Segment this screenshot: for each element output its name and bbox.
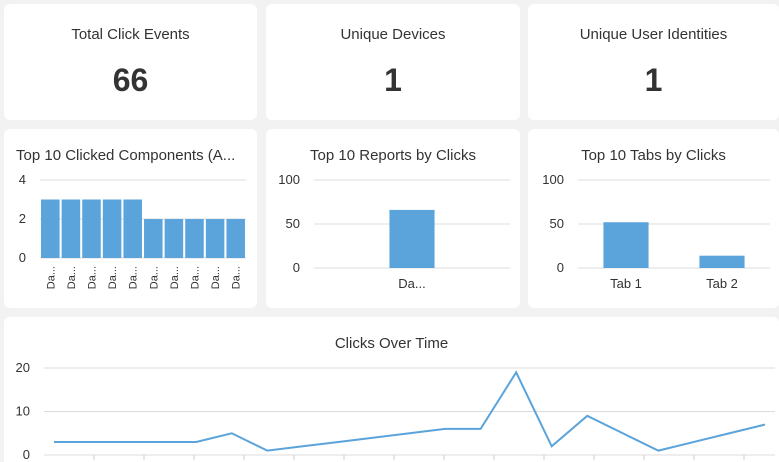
bar: [144, 219, 163, 258]
y-tick-label: 4: [19, 172, 26, 187]
bar-chart-top-tabs: 0 50 100 Tab 1 Tab 2: [542, 172, 770, 291]
kpi-value: 66: [112, 62, 149, 98]
kpi-label: Unique User Identities: [579, 26, 728, 43]
bar: [699, 255, 745, 268]
x-tick-label: Da...: [190, 266, 202, 289]
x-tick-label: Da...: [128, 266, 140, 289]
bar: [389, 209, 435, 268]
chart-title: Clicks Over Time: [334, 335, 449, 352]
x-tick-label: Da...: [398, 276, 425, 291]
x-tick-label: Da...: [231, 266, 243, 289]
x-tick-label: Tab 2: [706, 276, 738, 291]
kpi-label: Unique Devices: [340, 26, 446, 43]
y-tick-label: 50: [550, 216, 564, 231]
bar: [123, 199, 142, 258]
y-tick-label: 0: [23, 447, 30, 462]
x-tick-label: Da...: [66, 266, 78, 289]
bar: [185, 219, 204, 258]
kpi-card-unique-devices: Unique Devices 1: [266, 4, 520, 120]
chart-card-top-reports: Top 10 Reports by Clicks 0 50 100 Da...: [266, 129, 520, 308]
line-chart-clicks-over-time: 0 10 20: [16, 360, 775, 462]
y-tick-label: 0: [293, 260, 300, 275]
x-tick-label: Da...: [107, 266, 119, 289]
x-tick-label: Da...: [169, 266, 181, 289]
bar-chart-top-components: 0 2 4 Da... Da... Da... Da... Da... Da... Da... Da…: [19, 172, 246, 289]
x-tick-label: Da...: [87, 266, 99, 289]
kpi-value: 1: [384, 62, 402, 98]
x-tick-label: Da...: [45, 266, 57, 289]
bar-chart-top-reports: 0 50 100 Da...: [278, 172, 510, 291]
y-tick-label: 0: [557, 260, 564, 275]
kpi-value: 1: [644, 62, 663, 98]
y-tick-label: 2: [19, 211, 26, 226]
chart-card-top-components: Top 10 Clicked Components (A... 0 2 4 Da...…: [4, 129, 257, 308]
kpi-label: Total Click Events: [71, 26, 190, 43]
y-tick-label: 10: [16, 404, 30, 419]
bar: [164, 219, 184, 258]
chart-title: Top 10 Tabs by Clicks: [581, 147, 726, 164]
bar: [82, 199, 101, 258]
bar: [226, 219, 245, 258]
x-tick-label: Da...: [210, 266, 222, 289]
x-tick-label: Tab 1: [610, 276, 642, 291]
kpi-card-unique-users: Unique User Identities 1: [528, 4, 779, 120]
chart-card-top-tabs: Top 10 Tabs by Clicks 0 50 100 Tab 1 Tab 2: [528, 129, 779, 308]
kpi-card-total-clicks: Total Click Events 66: [4, 4, 257, 120]
y-tick-label: 0: [19, 250, 26, 265]
bar: [205, 219, 225, 258]
series-line: [54, 370, 766, 452]
chart-title: Top 10 Reports by Clicks: [310, 147, 476, 164]
bar: [61, 199, 81, 258]
y-tick-label: 100: [278, 172, 300, 187]
bar: [41, 199, 60, 258]
y-tick-label: 20: [16, 360, 30, 375]
y-tick-label: 50: [286, 216, 300, 231]
chart-card-clicks-over-time: Clicks Over Time 0 10 20: [4, 317, 779, 462]
y-tick-label: 100: [542, 172, 564, 187]
bar: [603, 222, 649, 268]
x-tick-label: Da...: [148, 266, 160, 289]
chart-title: Top 10 Clicked Components (A...: [16, 147, 236, 164]
bar: [102, 199, 122, 258]
